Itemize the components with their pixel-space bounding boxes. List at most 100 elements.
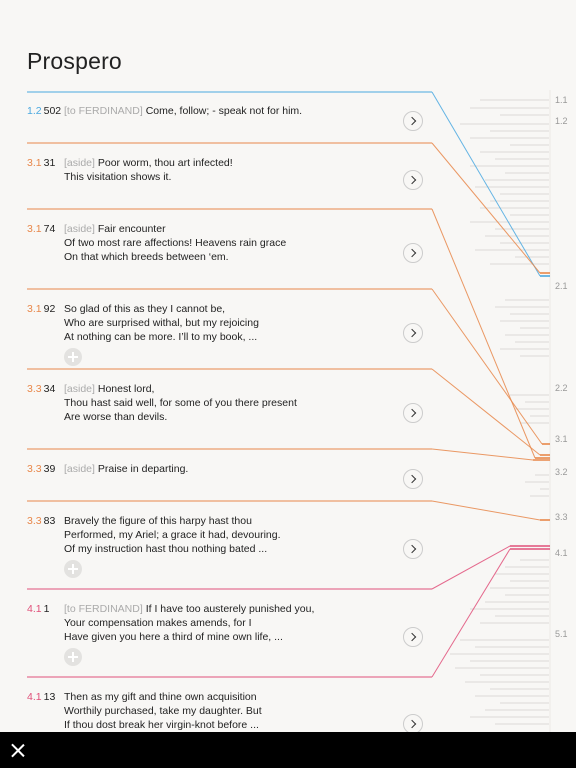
speech-line-text: Worthily purchased, take my daughter. Bu… bbox=[64, 705, 262, 717]
speech-line: So glad of this as they I cannot be, bbox=[64, 302, 394, 316]
chevron-right-icon[interactable] bbox=[403, 323, 423, 343]
speech-line-text: Bravely the figure of this harpy hast th… bbox=[64, 515, 252, 527]
speech-line: Of my instruction hast thou nothing bate… bbox=[64, 542, 394, 556]
add-icon[interactable] bbox=[64, 648, 82, 666]
speech-text: [to FERDINAND] If I have too austerely p… bbox=[64, 602, 394, 644]
speech-line-text: On that which breeds between ‘em. bbox=[64, 251, 229, 263]
speech-line: [aside] Honest lord, bbox=[64, 382, 394, 396]
act-scene: 4.1 bbox=[27, 691, 42, 703]
speech-line-text: Poor worm, thou art infected! bbox=[97, 157, 233, 169]
speech-line: At nothing can be more. I’ll to my book,… bbox=[64, 330, 394, 344]
bottom-bar bbox=[0, 732, 576, 768]
speech-text: [aside] Honest lord, Thou hast said well,… bbox=[64, 382, 394, 424]
line-number: 74 bbox=[43, 223, 56, 235]
chevron-right-icon[interactable] bbox=[403, 170, 423, 190]
act-scene: 4.1 bbox=[27, 603, 42, 615]
speech-line: Thou hast said well, for some of you the… bbox=[64, 396, 394, 410]
connector-line-2 bbox=[431, 208, 536, 459]
speech-reference: 4.1 13 bbox=[27, 690, 55, 704]
chevron-right-icon[interactable] bbox=[403, 111, 423, 131]
line-number: 31 bbox=[43, 157, 56, 169]
speech-line-text: Of two most rare affections! Heavens rai… bbox=[64, 237, 287, 249]
add-icon[interactable] bbox=[64, 560, 82, 578]
scene-label[interactable]: 4.1 bbox=[555, 548, 568, 558]
line-number: 83 bbox=[43, 515, 56, 527]
scene-label[interactable]: 2.1 bbox=[555, 281, 568, 291]
speech-line-text: Honest lord, bbox=[97, 383, 155, 395]
act-scene: 1.2 bbox=[27, 105, 42, 117]
speech-text: [to FERDINAND] Come, follow; - speak not… bbox=[64, 104, 394, 118]
speech-line-text: If I have too austerely punished you, bbox=[145, 603, 315, 615]
speech-reference: 3.1 74 bbox=[27, 222, 55, 236]
add-icon[interactable] bbox=[64, 348, 82, 366]
scene-label[interactable]: 3.2 bbox=[555, 467, 568, 477]
scene-label[interactable]: 3.3 bbox=[555, 512, 568, 522]
close-icon[interactable] bbox=[9, 741, 27, 759]
speech-line-text: Praise in departing. bbox=[97, 463, 189, 475]
speech-line: On that which breeds between ‘em. bbox=[64, 250, 394, 264]
chevron-right-icon[interactable] bbox=[403, 403, 423, 423]
scene-label[interactable]: 3.1 bbox=[555, 434, 568, 444]
speech-text: Bravely the figure of this harpy hast th… bbox=[64, 514, 394, 556]
speech-line: [aside] Poor worm, thou art infected! bbox=[64, 156, 394, 170]
speech-line: Have given you here a third of mine own … bbox=[64, 630, 394, 644]
connector-line-3 bbox=[431, 288, 543, 445]
connector-line-6 bbox=[431, 500, 541, 521]
line-number: 13 bbox=[43, 691, 56, 703]
speech-line: Then as my gift and thine own acquisitio… bbox=[64, 690, 394, 704]
act-scene: 3.3 bbox=[27, 515, 42, 527]
scene-label[interactable]: 1.2 bbox=[555, 116, 568, 126]
act-scene: 3.3 bbox=[27, 383, 42, 395]
line-number: 34 bbox=[43, 383, 56, 395]
speech-line-text: Performed, my Ariel; a grace it had, dev… bbox=[64, 529, 281, 541]
speech-text: [aside] Praise in departing. bbox=[64, 462, 394, 476]
speech-line-text: So glad of this as they I cannot be, bbox=[64, 303, 226, 315]
speech-line-text: Are worse than devils. bbox=[64, 411, 168, 423]
speech-line-text: This visitation shows it. bbox=[64, 171, 172, 183]
speech-reference: 3.1 31 bbox=[27, 156, 55, 170]
speech-line-text: Then as my gift and thine own acquisitio… bbox=[64, 691, 257, 703]
speech-line: [aside] Praise in departing. bbox=[64, 462, 394, 476]
speech-line: Your compensation makes amends, for I bbox=[64, 616, 394, 630]
chevron-right-icon[interactable] bbox=[403, 714, 423, 734]
stage-direction: [aside] bbox=[64, 157, 95, 169]
speech-text: Then as my gift and thine own acquisitio… bbox=[64, 690, 394, 732]
stage-direction: [to FERDINAND] bbox=[64, 603, 143, 615]
scene-label[interactable]: 5.1 bbox=[555, 629, 568, 639]
chevron-right-icon[interactable] bbox=[403, 243, 423, 263]
speech-line-text: If thou dost break her virgin-knot befor… bbox=[64, 719, 259, 731]
speech-line-text: Have given you here a third of mine own … bbox=[64, 631, 283, 643]
act-scene: 3.1 bbox=[27, 223, 42, 235]
line-number: 1 bbox=[43, 603, 50, 615]
speech-reference: 3.3 34 bbox=[27, 382, 55, 396]
stage-direction: [to FERDINAND] bbox=[64, 105, 143, 117]
line-number: 39 bbox=[43, 463, 56, 475]
speech-line-text: At nothing can be more. I’ll to my book,… bbox=[64, 331, 258, 343]
chevron-right-icon[interactable] bbox=[403, 627, 423, 647]
speech-text: [aside] Fair encounter Of two most rare a… bbox=[64, 222, 394, 264]
act-scene: 3.3 bbox=[27, 463, 42, 475]
speech-text: [aside] Poor worm, thou art infected! Thi… bbox=[64, 156, 394, 184]
speech-line-text: Fair encounter bbox=[97, 223, 166, 235]
speech-line-text: Thou hast said well, for some of you the… bbox=[64, 397, 297, 409]
speech-reference: 1.2 502 bbox=[27, 104, 61, 118]
speech-line-text: Come, follow; - speak not for him. bbox=[145, 105, 303, 117]
speech-line: Who are surprised withal, but my rejoici… bbox=[64, 316, 394, 330]
connector-line-7 bbox=[431, 545, 511, 590]
speech-reference: 4.1 1 bbox=[27, 602, 49, 616]
speech-line: Bravely the figure of this harpy hast th… bbox=[64, 514, 394, 528]
chevron-right-icon[interactable] bbox=[403, 469, 423, 489]
speech-line: This visitation shows it. bbox=[64, 170, 394, 184]
speech-line-text: Your compensation makes amends, for I bbox=[64, 617, 252, 629]
speech-line: [to FERDINAND] Come, follow; - speak not… bbox=[64, 104, 394, 118]
stage-direction: [aside] bbox=[64, 383, 95, 395]
scene-label[interactable]: 2.2 bbox=[555, 383, 568, 393]
chevron-right-icon[interactable] bbox=[403, 539, 423, 559]
speech-line: Are worse than devils. bbox=[64, 410, 394, 424]
scene-label[interactable]: 1.1 bbox=[555, 95, 568, 105]
speech-line: [to FERDINAND] If I have too austerely p… bbox=[64, 602, 394, 616]
speech-reference: 3.3 39 bbox=[27, 462, 55, 476]
stage-direction: [aside] bbox=[64, 463, 95, 475]
speech-line: Of two most rare affections! Heavens rai… bbox=[64, 236, 394, 250]
speech-line: [aside] Fair encounter bbox=[64, 222, 394, 236]
